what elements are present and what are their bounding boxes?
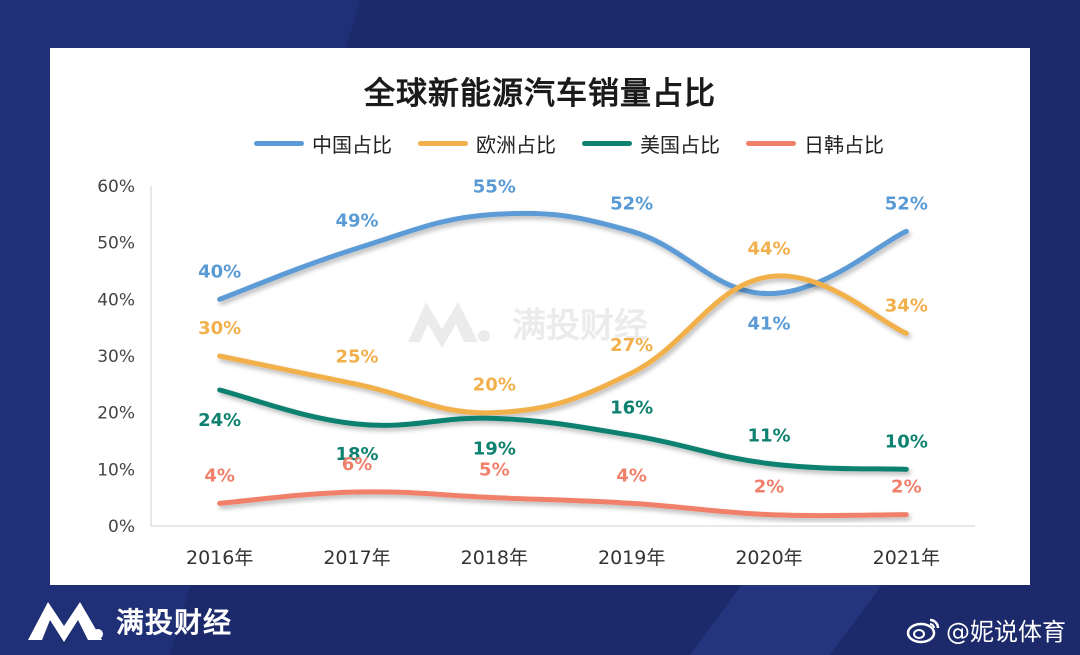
legend-item-europe: 欧洲占比 bbox=[418, 129, 556, 158]
axes: 0% 10% 20% 30% 40% 50% 60% 2016年 2017年 2018年 2019年… bbox=[97, 177, 975, 569]
y-tick-label: 30% bbox=[97, 347, 135, 367]
data-label-china: 40% bbox=[198, 261, 241, 282]
y-tick-label: 40% bbox=[97, 290, 135, 310]
chart-card: 全球新能源汽车销量占比 中国占比 欧洲占比 美国占比 日韩占比 bbox=[50, 48, 1030, 585]
footer-brand-name: 满投财经 bbox=[116, 606, 233, 639]
y-tick-label: 0% bbox=[108, 517, 135, 537]
data-label-japan-korea: 2% bbox=[754, 477, 785, 498]
legend-item-usa: 美国占比 bbox=[582, 129, 720, 158]
data-label-europe: 30% bbox=[198, 318, 241, 339]
label-layer: 40% 49% 55% 52% 41% 52% 30% 25% 20% 27% 44% 34% 24% 1… bbox=[198, 176, 928, 497]
data-label-usa: 16% bbox=[610, 397, 653, 418]
data-label-china: 55% bbox=[473, 176, 516, 197]
data-label-europe: 34% bbox=[885, 295, 928, 316]
legend-item-japan-korea: 日韩占比 bbox=[746, 129, 884, 158]
data-label-europe: 27% bbox=[610, 335, 653, 356]
data-label-japan-korea: 4% bbox=[616, 465, 647, 486]
legend-label-europe: 欧洲占比 bbox=[476, 133, 556, 157]
data-label-usa: 11% bbox=[747, 426, 790, 447]
data-label-japan-korea: 2% bbox=[891, 477, 922, 498]
y-tick-label: 20% bbox=[97, 404, 135, 424]
data-label-usa: 19% bbox=[473, 438, 516, 459]
series-line-china bbox=[217, 210, 909, 302]
credit: @妮说体育 bbox=[906, 612, 1066, 647]
data-label-usa: 18% bbox=[335, 444, 378, 465]
data-label-usa: 24% bbox=[198, 410, 241, 431]
data-label-china: 41% bbox=[747, 314, 790, 335]
x-tick-label: 2021年 bbox=[873, 547, 940, 569]
legend-swatch-usa bbox=[582, 141, 632, 146]
weibo-icon bbox=[906, 618, 940, 643]
data-label-europe: 25% bbox=[335, 346, 378, 367]
series-layer bbox=[217, 210, 909, 519]
x-tick-label: 2017年 bbox=[323, 547, 390, 569]
watermark: 满投财经 bbox=[408, 302, 648, 348]
watermark-logo-icon bbox=[408, 302, 490, 348]
legend-swatch-japan-korea bbox=[746, 141, 796, 146]
x-tick-label: 2019年 bbox=[598, 547, 665, 569]
watermark-text: 满投财经 bbox=[512, 306, 648, 346]
data-label-japan-korea: 4% bbox=[204, 465, 235, 486]
legend-label-usa: 美国占比 bbox=[640, 133, 720, 157]
series-line-usa bbox=[217, 387, 909, 472]
line-chart: 满投财经 0% 10% 20% 30% 40% 50% 60% 2016年 2017年 2018年… bbox=[97, 176, 975, 569]
legend-swatch-china bbox=[254, 141, 304, 146]
legend-item-china: 中国占比 bbox=[254, 129, 392, 158]
data-label-europe: 44% bbox=[747, 239, 790, 260]
legend-swatch-europe bbox=[418, 141, 468, 146]
series-line-japan-korea bbox=[217, 489, 909, 519]
legend-label-japan-korea: 日韩占比 bbox=[804, 133, 884, 157]
y-tick-label: 10% bbox=[97, 460, 135, 480]
series-line-europe bbox=[217, 273, 909, 416]
data-label-china: 52% bbox=[610, 193, 653, 214]
chart-title: 全球新能源汽车销量占比 bbox=[364, 76, 716, 112]
brand-logo-icon bbox=[28, 602, 103, 642]
y-tick-label: 60% bbox=[97, 177, 135, 197]
data-label-japan-korea: 6% bbox=[342, 454, 373, 475]
data-label-china: 52% bbox=[885, 193, 928, 214]
credit-text: @妮说体育 bbox=[946, 618, 1066, 646]
chart-legend: 中国占比 欧洲占比 美国占比 日韩占比 bbox=[254, 129, 910, 158]
x-tick-label: 2018年 bbox=[461, 547, 528, 569]
data-label-usa: 10% bbox=[885, 431, 928, 452]
x-tick-label: 2016年 bbox=[186, 547, 253, 569]
footer-logo: 满投财经 bbox=[28, 600, 232, 642]
y-tick-label: 50% bbox=[97, 234, 135, 254]
legend-label-china: 中国占比 bbox=[312, 133, 392, 157]
data-label-europe: 20% bbox=[473, 375, 516, 396]
x-tick-label: 2020年 bbox=[735, 547, 802, 569]
data-label-china: 49% bbox=[335, 210, 378, 231]
data-label-japan-korea: 5% bbox=[479, 460, 510, 481]
